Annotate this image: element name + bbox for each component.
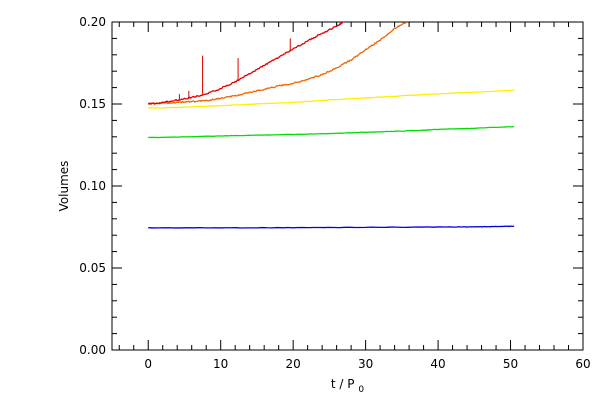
series-line	[148, 125, 515, 139]
x-tick-label: 60	[575, 357, 590, 371]
series-line	[148, 22, 344, 105]
x-axis-ticks	[118, 22, 584, 350]
y-tick-label: 0.10	[79, 179, 106, 193]
y-axis-label: Volumes	[57, 161, 71, 212]
x-tick-label: 40	[430, 357, 445, 371]
x-tick-label: 20	[286, 357, 301, 371]
y-tick-label: 0.00	[79, 343, 106, 357]
y-axis-ticks	[112, 21, 583, 351]
plot-frame	[111, 21, 584, 351]
y-axis-tick-labels: 0.00 0.05 0.10 0.15 0.20	[79, 15, 106, 357]
series-group	[147, 22, 515, 229]
series-line	[148, 225, 515, 229]
series-line	[148, 89, 515, 109]
x-axis-tick-labels: 0 10 20 30 40 50 60	[144, 357, 590, 371]
x-axis-label-subscript: 0	[358, 385, 364, 395]
y-tick-label: 0.15	[79, 97, 106, 111]
x-tick-label: 50	[503, 357, 518, 371]
y-tick-label: 0.20	[79, 15, 106, 29]
x-axis-label-main: t / P	[331, 377, 355, 391]
series-line	[147, 22, 408, 106]
x-tick-label: 30	[358, 357, 373, 371]
y-tick-label: 0.05	[79, 261, 106, 275]
x-tick-label: 10	[213, 357, 228, 371]
x-axis-label: t / P 0	[331, 377, 364, 395]
x-tick-label: 0	[144, 357, 152, 371]
